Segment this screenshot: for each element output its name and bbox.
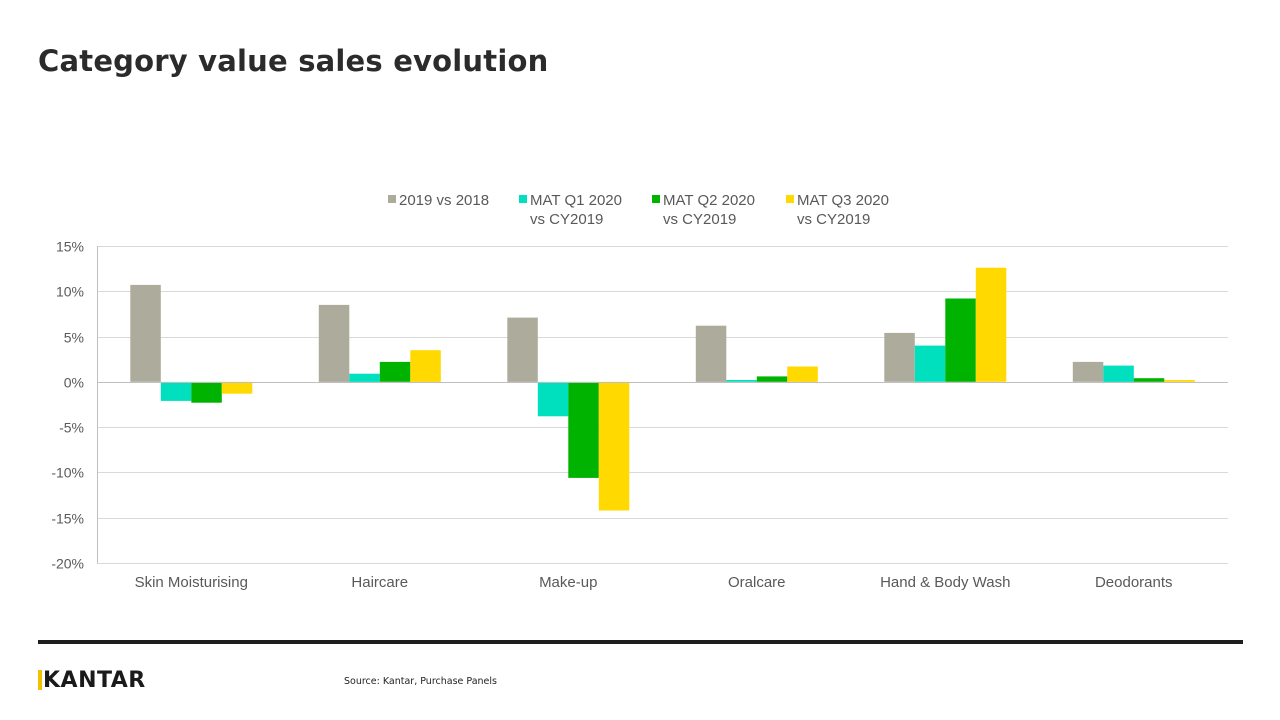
y-tick-label: -5% [59,420,84,436]
brand-name: KANTAR [43,668,146,693]
y-tick-label: -15% [51,511,84,527]
legend-label: MAT Q1 2020 [530,192,622,209]
legend-swatch [652,195,660,203]
logo-mark [38,670,42,690]
bar [379,361,411,382]
legend-swatch [519,195,527,203]
legend-label: vs CY2019 [663,211,736,228]
x-tick-label: Make-up [539,574,597,591]
kantar-logo: KANTAR [38,668,146,693]
bar [726,380,757,382]
x-tick-label: Skin Moisturising [135,574,248,591]
x-axis-ticks: Skin Moisturising Haircare Make-up Oralcare… [135,574,1173,591]
bar [1072,361,1104,382]
bar [598,381,630,511]
bar [945,298,976,382]
bar [349,373,380,382]
bar [507,317,538,382]
bar [1133,378,1165,382]
y-tick-label: -20% [51,556,84,572]
bar [537,381,569,417]
x-tick-label: Hand & Body Wash [880,574,1010,591]
bar [1103,365,1134,382]
bar [160,381,192,401]
x-tick-label: Deodorants [1095,574,1173,591]
legend-label: vs CY2019 [797,211,870,228]
x-tick-label: Haircare [351,574,408,591]
bar [191,381,222,403]
bar [975,267,1007,382]
y-axis-ticks: 15% 10% 5% 0% -5% -10% -15% -20% [51,239,84,572]
legend-label: 2019 vs 2018 [399,192,489,209]
y-tick-label: 10% [56,284,84,300]
bar [568,381,599,478]
bar [695,325,727,382]
footer-divider [38,640,1243,644]
bars [130,267,1195,511]
x-tick-label: Oralcare [728,574,786,591]
y-tick-label: 5% [64,330,84,346]
gridlines [97,246,1228,564]
legend-label: MAT Q3 2020 [797,192,889,209]
source-note: Source: Kantar, Purchase Panels [344,676,497,687]
bar [1164,380,1195,382]
legend-swatch [786,195,794,203]
bar [221,381,253,394]
bar-chart: 15% 10% 5% 0% -5% -10% -15% -20% Skin Moisturis… [51,192,1228,591]
bar [787,366,818,382]
legend-swatch [388,195,396,203]
bar [914,345,946,382]
legend-label: MAT Q2 2020 [663,192,755,209]
bar [410,350,441,382]
bar [756,376,788,382]
bar [884,332,915,382]
axes [97,246,1228,563]
bar [318,304,350,382]
page-title: Category value sales evolution [38,44,549,78]
y-tick-label: 15% [56,239,84,255]
legend-label: vs CY2019 [530,211,603,228]
y-tick-label: 0% [64,375,84,391]
y-tick-label: -10% [51,465,84,481]
legend: 2019 vs 2018 MAT Q1 2020 vs CY2019 MAT Q2 2… [388,192,889,228]
bar [130,284,161,382]
